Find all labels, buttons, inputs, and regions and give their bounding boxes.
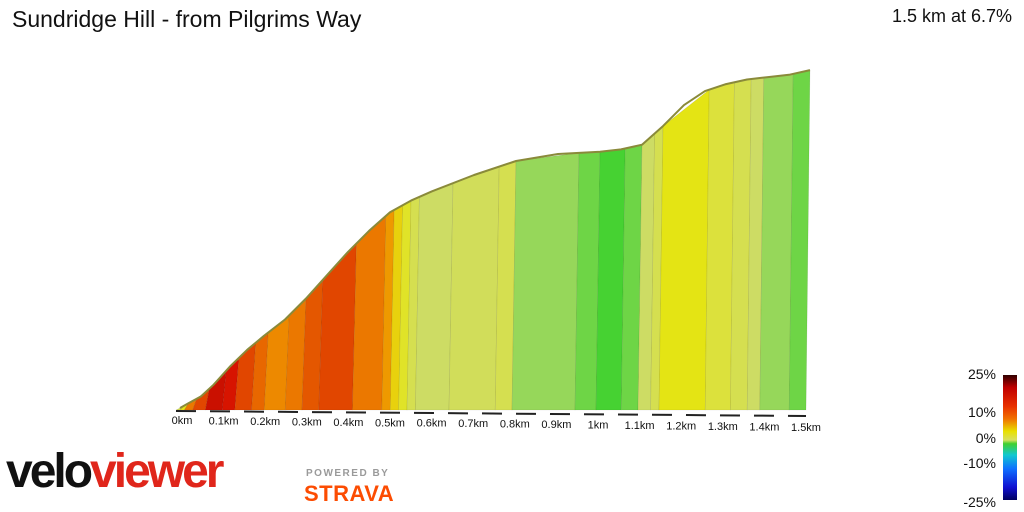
gradient-segment [415,182,454,411]
logo-text-main: velo [6,445,93,498]
gradient-scale-label: 0% [975,430,996,446]
x-axis [175,410,807,417]
gradient-segment [759,73,794,411]
x-tick-label: 0.1km [209,415,239,427]
logo-text-accent: viewer [90,445,224,498]
strava-logo: STRAVA [304,481,395,506]
x-tick-label: 0.9km [541,419,571,431]
x-tick-label: 1km [588,420,609,432]
x-tick-label: 0.7km [458,418,488,430]
x-tick-label: 0.2km [250,416,280,428]
gradient-scale-label: -25% [963,494,996,510]
gradient-segment [318,242,357,411]
x-tick-label: 1.5km [791,422,821,434]
x-tick-label: 1.3km [708,421,738,433]
x-tick-label: 1.1km [625,420,655,432]
gradient-scale-label: 10% [967,404,996,420]
gradient-segment [263,314,290,411]
x-tick-labels: 0km 0.1km 0.2km 0.3km 0.4km 0.5km 0.6km 0.7km 0.… [172,415,821,434]
profile-top-line [179,69,811,409]
x-tick-label: 0km [172,415,193,427]
chart-title: Sundridge Hill - from Pilgrims Way [12,6,362,32]
gradient-segments [175,69,811,411]
x-tick-label: 0.5km [375,417,405,429]
gradient-scale-label: 25% [967,366,996,382]
profile-outline [179,69,811,409]
x-axis-line [175,410,807,417]
gradient-segment [352,215,387,411]
gradient-segment [595,148,626,411]
powered-by-label: POWERED BY [306,468,390,479]
gradient-color-scale [1003,375,1017,500]
x-tick-label: 0.3km [292,416,322,428]
gradient-segment [658,89,710,411]
x-tick-label: 0.8km [500,419,530,431]
x-tick-label: 0.4km [333,417,363,429]
gradient-segment [574,151,601,411]
x-tick-label: 1.4km [749,421,779,433]
veloviewer-logo: veloviewer [6,445,224,498]
x-tick-label: 1.2km [666,420,696,432]
gradient-scale-label: -10% [963,455,996,471]
x-tick-label: 0.6km [417,418,447,430]
gradient-segment [704,81,735,411]
gradient-segment [448,166,500,411]
gradient-segment [511,152,580,411]
climb-summary: 1.5 km at 6.7% [891,6,1012,26]
